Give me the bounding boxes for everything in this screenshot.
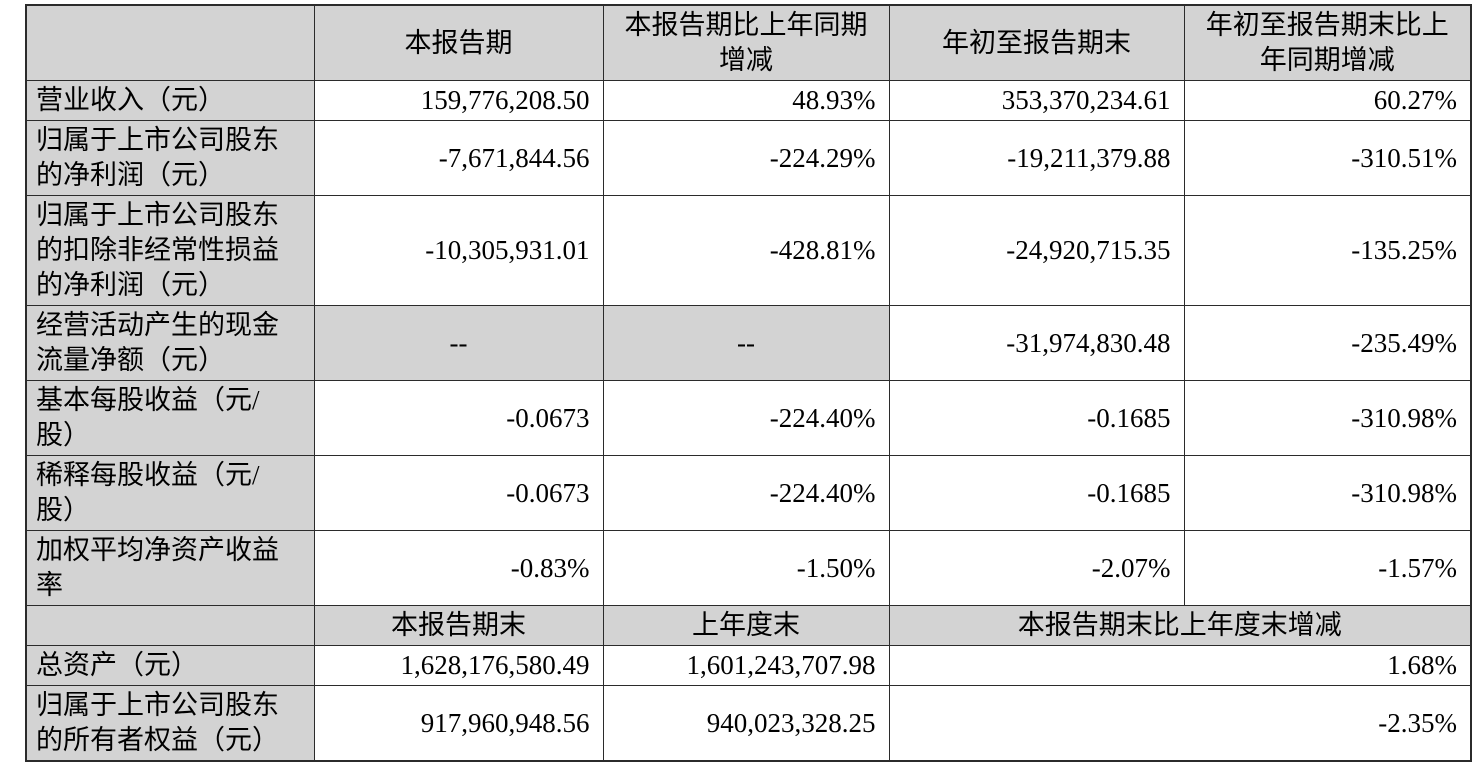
header-cell-current-period: 本报告期 (313, 4, 604, 81)
value-cell: -31,974,830.48 (888, 305, 1185, 381)
value-cell-na: -- (602, 305, 890, 381)
row-label: 归属于上市公司股东 的扣除非经常性损益 的净利润（元） (25, 195, 315, 306)
sub-header-row: 本报告期末 上年度末 本报告期末比上年度末增减 (25, 605, 1472, 646)
value-cell: -224.40% (602, 455, 890, 531)
value-cell: -135.25% (1183, 195, 1472, 306)
value-cell: -428.81% (602, 195, 890, 306)
sub-header-cell-change-vs-prev-year-end: 本报告期末比上年度末增减 (888, 605, 1472, 646)
value-cell: -0.0673 (313, 380, 604, 456)
value-cell: 1,601,243,707.98 (602, 645, 890, 686)
value-cell: -310.51% (1183, 120, 1472, 196)
value-cell: -2.35% (888, 685, 1472, 762)
sub-header-cell-period-end: 本报告期末 (313, 605, 604, 646)
value-cell: -1.57% (1183, 530, 1472, 606)
header-cell-blank (25, 4, 315, 81)
header-cell-yoy-change: 本报告期比上年同期 增减 (602, 4, 890, 81)
value-cell: 353,370,234.61 (888, 80, 1185, 121)
row-label: 总资产（元） (25, 645, 315, 686)
value-cell: -24,920,715.35 (888, 195, 1185, 306)
value-cell: -0.0673 (313, 455, 604, 531)
header-row: 本报告期 本报告期比上年同期 增减 年初至报告期末 年初至报告期末比上 年同期增… (25, 4, 1472, 81)
table-row: 归属于上市公司股东 的净利润（元） -7,671,844.56 -224.29%… (25, 120, 1472, 196)
value-cell: -0.83% (313, 530, 604, 606)
value-cell: -224.40% (602, 380, 890, 456)
value-cell: 159,776,208.50 (313, 80, 604, 121)
sub-header-cell-prev-year-end: 上年度末 (602, 605, 890, 646)
value-cell: 60.27% (1183, 80, 1472, 121)
row-label: 经营活动产生的现金 流量净额（元） (25, 305, 315, 381)
table-row: 归属于上市公司股东 的所有者权益（元） 917,960,948.56 940,0… (25, 685, 1472, 762)
row-label: 加权平均净资产收益 率 (25, 530, 315, 606)
row-label: 归属于上市公司股东 的净利润（元） (25, 120, 315, 196)
value-cell: -310.98% (1183, 380, 1472, 456)
value-cell: -0.1685 (888, 455, 1185, 531)
table-row: 经营活动产生的现金 流量净额（元） -- -- -31,974,830.48 -… (25, 305, 1472, 381)
value-cell: -0.1685 (888, 380, 1185, 456)
value-cell: -224.29% (602, 120, 890, 196)
row-label: 稀释每股收益（元/ 股） (25, 455, 315, 531)
table-row: 营业收入（元） 159,776,208.50 48.93% 353,370,23… (25, 80, 1472, 121)
value-cell: -310.98% (1183, 455, 1472, 531)
table-row: 归属于上市公司股东 的扣除非经常性损益 的净利润（元） -10,305,931.… (25, 195, 1472, 306)
header-cell-ytd-yoy-change: 年初至报告期末比上 年同期增减 (1183, 4, 1472, 81)
financial-summary-table: 本报告期 本报告期比上年同期 增减 年初至报告期末 年初至报告期末比上 年同期增… (25, 4, 1472, 762)
value-cell-na: -- (313, 305, 604, 381)
value-cell: -2.07% (888, 530, 1185, 606)
table-row: 基本每股收益（元/ 股） -0.0673 -224.40% -0.1685 -3… (25, 380, 1472, 456)
header-cell-ytd: 年初至报告期末 (888, 4, 1185, 81)
value-cell: 917,960,948.56 (313, 685, 604, 762)
financial-summary-table-wrap: 本报告期 本报告期比上年同期 增减 年初至报告期末 年初至报告期末比上 年同期增… (25, 4, 1472, 762)
table-row: 总资产（元） 1,628,176,580.49 1,601,243,707.98… (25, 645, 1472, 686)
table-row: 加权平均净资产收益 率 -0.83% -1.50% -2.07% -1.57% (25, 530, 1472, 606)
row-label: 营业收入（元） (25, 80, 315, 121)
value-cell: -7,671,844.56 (313, 120, 604, 196)
row-label: 归属于上市公司股东 的所有者权益（元） (25, 685, 315, 762)
value-cell: 940,023,328.25 (602, 685, 890, 762)
value-cell: -10,305,931.01 (313, 195, 604, 306)
value-cell: -19,211,379.88 (888, 120, 1185, 196)
value-cell: -235.49% (1183, 305, 1472, 381)
value-cell: 48.93% (602, 80, 890, 121)
value-cell: 1.68% (888, 645, 1472, 686)
value-cell: 1,628,176,580.49 (313, 645, 604, 686)
value-cell: -1.50% (602, 530, 890, 606)
sub-header-cell-blank (25, 605, 315, 646)
table-row: 稀释每股收益（元/ 股） -0.0673 -224.40% -0.1685 -3… (25, 455, 1472, 531)
row-label: 基本每股收益（元/ 股） (25, 380, 315, 456)
